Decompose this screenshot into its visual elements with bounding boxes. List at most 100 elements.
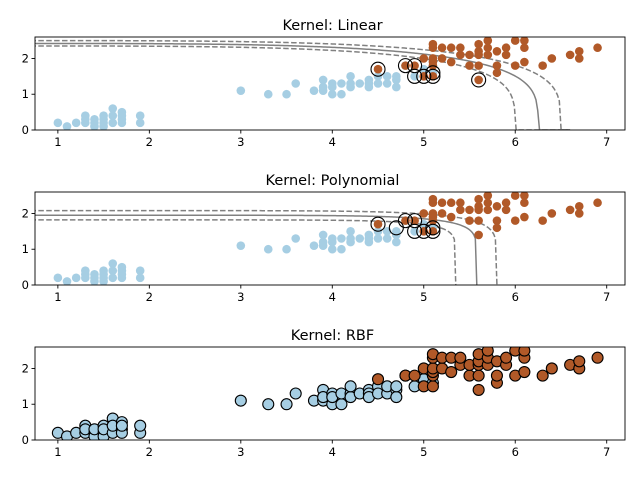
class-0-point xyxy=(282,244,291,254)
x-tick-label: 1 xyxy=(54,135,61,149)
class-1-point xyxy=(437,198,447,208)
class-1-point xyxy=(446,43,456,53)
class-1-point xyxy=(474,39,483,49)
class-1-point xyxy=(520,192,529,200)
class-0-point xyxy=(62,122,72,130)
class-1-point xyxy=(501,50,511,60)
class-1-point xyxy=(483,205,493,215)
boundary-line xyxy=(35,214,478,285)
class-1-point xyxy=(456,205,465,215)
panel-linear: Kernel: Linear xyxy=(282,18,382,34)
class-0-point xyxy=(344,380,357,393)
x-tick-label: 7 xyxy=(603,445,610,459)
class-0-point xyxy=(382,72,392,81)
x-tick-label: 5 xyxy=(420,135,427,149)
class-0-point xyxy=(327,89,337,99)
x-tick-label: 4 xyxy=(329,445,336,459)
class-0-point xyxy=(337,79,346,88)
decision-boundary xyxy=(35,209,498,285)
class-0-point xyxy=(117,118,127,128)
class-0-point xyxy=(262,398,275,411)
class-0-point xyxy=(355,79,365,88)
margin-line xyxy=(35,45,571,130)
class-1-point xyxy=(445,365,458,379)
data-points xyxy=(53,192,602,285)
support-vector xyxy=(370,61,386,77)
plot-area-0: 1 2 3 4 5 6 7 0 1 2 xyxy=(22,36,626,149)
x-tick-label: 2 xyxy=(146,290,153,304)
class-1-point xyxy=(492,202,502,211)
class-0-point xyxy=(346,237,355,247)
x-tick-label: 3 xyxy=(237,135,244,149)
class-0-point xyxy=(108,259,118,268)
chart-title: Kernel: Linear xyxy=(282,18,382,34)
class-0-point xyxy=(390,380,403,393)
class-1-point xyxy=(547,209,557,218)
class-1-point xyxy=(428,209,438,218)
class-1-point xyxy=(373,219,383,229)
class-0-point xyxy=(263,89,273,99)
class-0-point xyxy=(282,89,291,99)
class-0-point xyxy=(108,104,118,113)
class-0-point xyxy=(108,111,118,120)
class-1-point xyxy=(474,194,483,204)
class-1-point xyxy=(419,54,429,63)
class-0-point xyxy=(108,273,118,283)
class-1-point xyxy=(538,61,547,70)
class-0-point xyxy=(337,89,346,99)
class-1-point xyxy=(518,347,531,357)
x-tick-label: 2 xyxy=(146,445,153,459)
class-1-point xyxy=(483,43,493,53)
class-1-point xyxy=(518,365,531,379)
class-1-point xyxy=(520,43,529,53)
class-1-point xyxy=(492,68,502,78)
axes-frame xyxy=(34,36,626,131)
class-0-point xyxy=(390,391,403,404)
class-0-point xyxy=(71,118,81,128)
support-vector xyxy=(416,68,432,84)
class-1-point xyxy=(456,198,465,208)
class-1-point xyxy=(465,205,474,215)
class-1-point xyxy=(501,205,511,215)
class-1-point xyxy=(492,216,502,225)
class-1-point xyxy=(574,209,584,218)
class-1-point xyxy=(573,355,586,368)
class-1-point xyxy=(574,54,584,63)
class-1-point xyxy=(446,198,456,208)
class-1-point xyxy=(474,216,483,225)
class-1-point xyxy=(492,61,502,70)
class-0-point xyxy=(291,79,301,88)
y-tick-label: 2 xyxy=(22,51,29,65)
x-tick-label: 6 xyxy=(512,290,519,304)
class-0-point xyxy=(99,122,108,130)
x-tick-label: 1 xyxy=(54,445,61,459)
class-1-point xyxy=(428,194,438,204)
x-tick-label: 7 xyxy=(603,290,610,304)
class-1-point xyxy=(465,216,474,225)
class-1-point xyxy=(565,205,575,215)
support-vector xyxy=(425,220,441,236)
support-vector xyxy=(397,58,414,74)
class-1-point xyxy=(428,39,438,49)
class-1-point xyxy=(428,54,438,63)
class-0-point xyxy=(309,86,319,95)
class-0-point xyxy=(134,419,147,432)
y-tick-label: 2 xyxy=(22,206,29,220)
support-vector xyxy=(425,68,441,84)
class-1-point xyxy=(574,47,584,56)
class-0-point xyxy=(108,118,118,128)
class-1-point xyxy=(472,369,485,382)
x-tick-label: 3 xyxy=(237,290,244,304)
class-1-point xyxy=(465,50,474,60)
class-1-point xyxy=(501,198,511,208)
class-0-point xyxy=(355,234,365,243)
class-1-point xyxy=(565,50,575,60)
class-1-point xyxy=(474,47,483,56)
class-0-point xyxy=(364,82,374,92)
class-1-point xyxy=(547,54,557,63)
x-tick-label: 1 xyxy=(54,290,61,304)
class-0-point xyxy=(364,237,374,247)
class-0-point xyxy=(117,273,127,283)
class-0-point xyxy=(392,82,401,92)
